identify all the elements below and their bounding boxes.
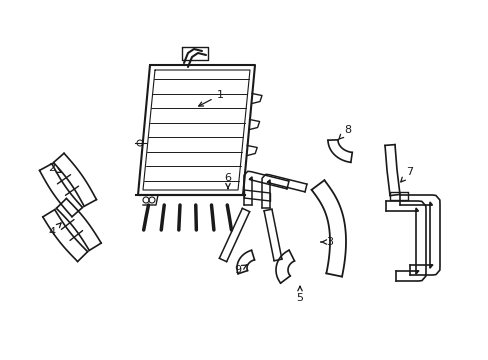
Text: 4: 4: [48, 223, 61, 237]
Text: 6: 6: [224, 173, 231, 189]
Text: 5: 5: [296, 286, 303, 303]
Text: 8: 8: [338, 125, 351, 139]
Text: 7: 7: [400, 167, 413, 182]
Text: 2: 2: [48, 163, 61, 173]
Text: 9: 9: [234, 265, 246, 275]
Text: 1: 1: [198, 90, 223, 106]
Text: 3: 3: [320, 237, 333, 247]
